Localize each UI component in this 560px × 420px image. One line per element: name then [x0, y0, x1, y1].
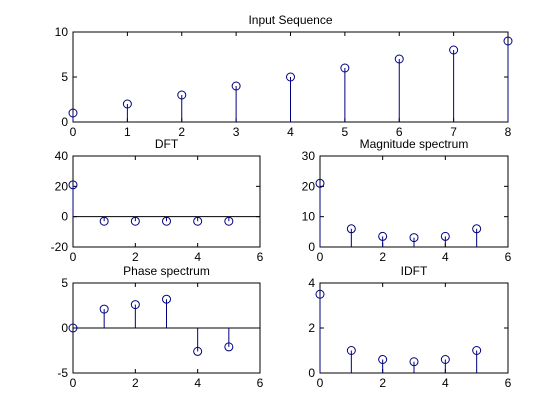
magnitude-xtick-label-1: 2 [379, 250, 386, 264]
idft-point-5 [472, 346, 482, 355]
input-xtick-label-6: 6 [396, 125, 403, 139]
input-point-3 [231, 81, 241, 91]
input-ytick-label-0: 0 [61, 115, 68, 129]
input-point-7 [449, 45, 459, 55]
input-point-2 [177, 90, 187, 100]
phase-ytick-label-0: -5 [57, 366, 68, 380]
input-xtick-label-8: 8 [505, 125, 512, 139]
dft-point-0 [68, 180, 78, 190]
dft-axes-frame [72, 155, 261, 248]
idft-xtick-label-0: 0 [317, 376, 324, 390]
dft-title: DFT [155, 137, 179, 151]
phase-title: Phase spectrum [123, 264, 210, 278]
magnitude-title: Magnitude spectrum [360, 137, 469, 151]
dft-ytick-label-3: 40 [55, 149, 69, 163]
dft-xtick-label-2: 4 [194, 250, 201, 264]
phase-xtick-label-1: 2 [132, 376, 139, 390]
input-ytick-label-2: 10 [55, 25, 69, 39]
plot-magnitude-spectrum: Magnitude spectrum 0 2 4 6 0 10 20 30 [302, 137, 512, 264]
idft-point-0 [315, 289, 325, 299]
input-xtick-label-2: 2 [178, 125, 185, 139]
magnitude-point-3 [409, 233, 419, 243]
idft-point-2 [378, 355, 388, 364]
phase-ytick-label-1: 0 [61, 321, 68, 335]
idft-ytick-label-2: 4 [308, 276, 315, 290]
phase-point-5 [224, 342, 234, 352]
dft-point-3 [162, 216, 171, 226]
magnitude-ytick-label-2: 20 [302, 179, 316, 193]
dft-point-5 [224, 216, 234, 226]
magnitude-point-5 [472, 224, 482, 234]
input-xtick-label-4: 4 [287, 125, 294, 139]
magnitude-ytick-label-0: 0 [308, 240, 315, 254]
magnitude-xtick-label-3: 6 [505, 250, 512, 264]
input-point-0 [68, 108, 78, 118]
magnitude-point-0 [315, 178, 325, 188]
phase-point-0 [68, 323, 78, 333]
dft-xtick-label-3: 6 [257, 250, 264, 264]
magnitude-point-1 [346, 224, 356, 234]
idft-xtick-label-1: 2 [379, 376, 386, 390]
dft-ytick-label-1: 0 [61, 210, 68, 224]
dft-point-1 [99, 216, 109, 226]
idft-xtick-label-3: 6 [505, 376, 512, 390]
dft-ytick-label-2: 20 [55, 179, 69, 193]
phase-xtick-label-3: 6 [257, 376, 264, 390]
magnitude-ytick-label-3: 30 [302, 149, 316, 163]
input-point-5 [340, 63, 350, 73]
input-ytick-label-1: 5 [61, 70, 68, 84]
idft-axes-frame [319, 282, 509, 374]
input-point-8 [503, 36, 513, 46]
magnitude-point-2 [378, 231, 388, 241]
idft-point-3 [409, 357, 419, 367]
input-point-6 [394, 54, 404, 64]
phase-point-1 [99, 304, 109, 314]
phase-xtick-label-2: 4 [194, 376, 201, 390]
input-xtick-label-0: 0 [70, 125, 77, 139]
input-xtick-label-3: 3 [233, 125, 240, 139]
phase-xtick-label-0: 0 [70, 376, 77, 390]
magnitude-ytick-label-1: 10 [302, 210, 316, 224]
idft-title: IDFT [401, 264, 428, 278]
phase-point-3 [162, 294, 171, 304]
dft-point-4 [193, 216, 203, 226]
input-point-1 [122, 99, 132, 109]
idft-xtick-label-2: 4 [442, 376, 449, 390]
plot-idft: IDFT 0 2 4 6 0 2 4 [308, 264, 511, 390]
phase-ytick-label-2: 5 [61, 276, 68, 290]
dft-xtick-label-0: 0 [70, 250, 77, 264]
input-point-4 [286, 72, 295, 82]
idft-ytick-label-1: 2 [308, 321, 315, 335]
dft-ytick-label-0: -20 [51, 240, 69, 254]
idft-point-4 [440, 355, 450, 364]
input-xtick-label-7: 7 [450, 125, 457, 139]
idft-ytick-label-0: 0 [308, 366, 315, 380]
phase-point-2 [130, 300, 140, 310]
plot-input-sequence: Input Sequence 0 1 2 3 4 5 6 7 8 0 5 10 [55, 13, 513, 139]
input-title: Input Sequence [248, 13, 332, 27]
magnitude-xtick-label-2: 4 [442, 250, 449, 264]
dft-point-2 [130, 216, 140, 226]
magnitude-point-4 [440, 231, 450, 241]
magnitude-xtick-label-0: 0 [317, 250, 324, 264]
idft-point-1 [346, 346, 356, 355]
input-xtick-label-5: 5 [342, 125, 349, 139]
input-xtick-label-1: 1 [124, 125, 131, 139]
phase-point-4 [193, 346, 203, 356]
dft-xtick-label-1: 2 [132, 250, 139, 264]
